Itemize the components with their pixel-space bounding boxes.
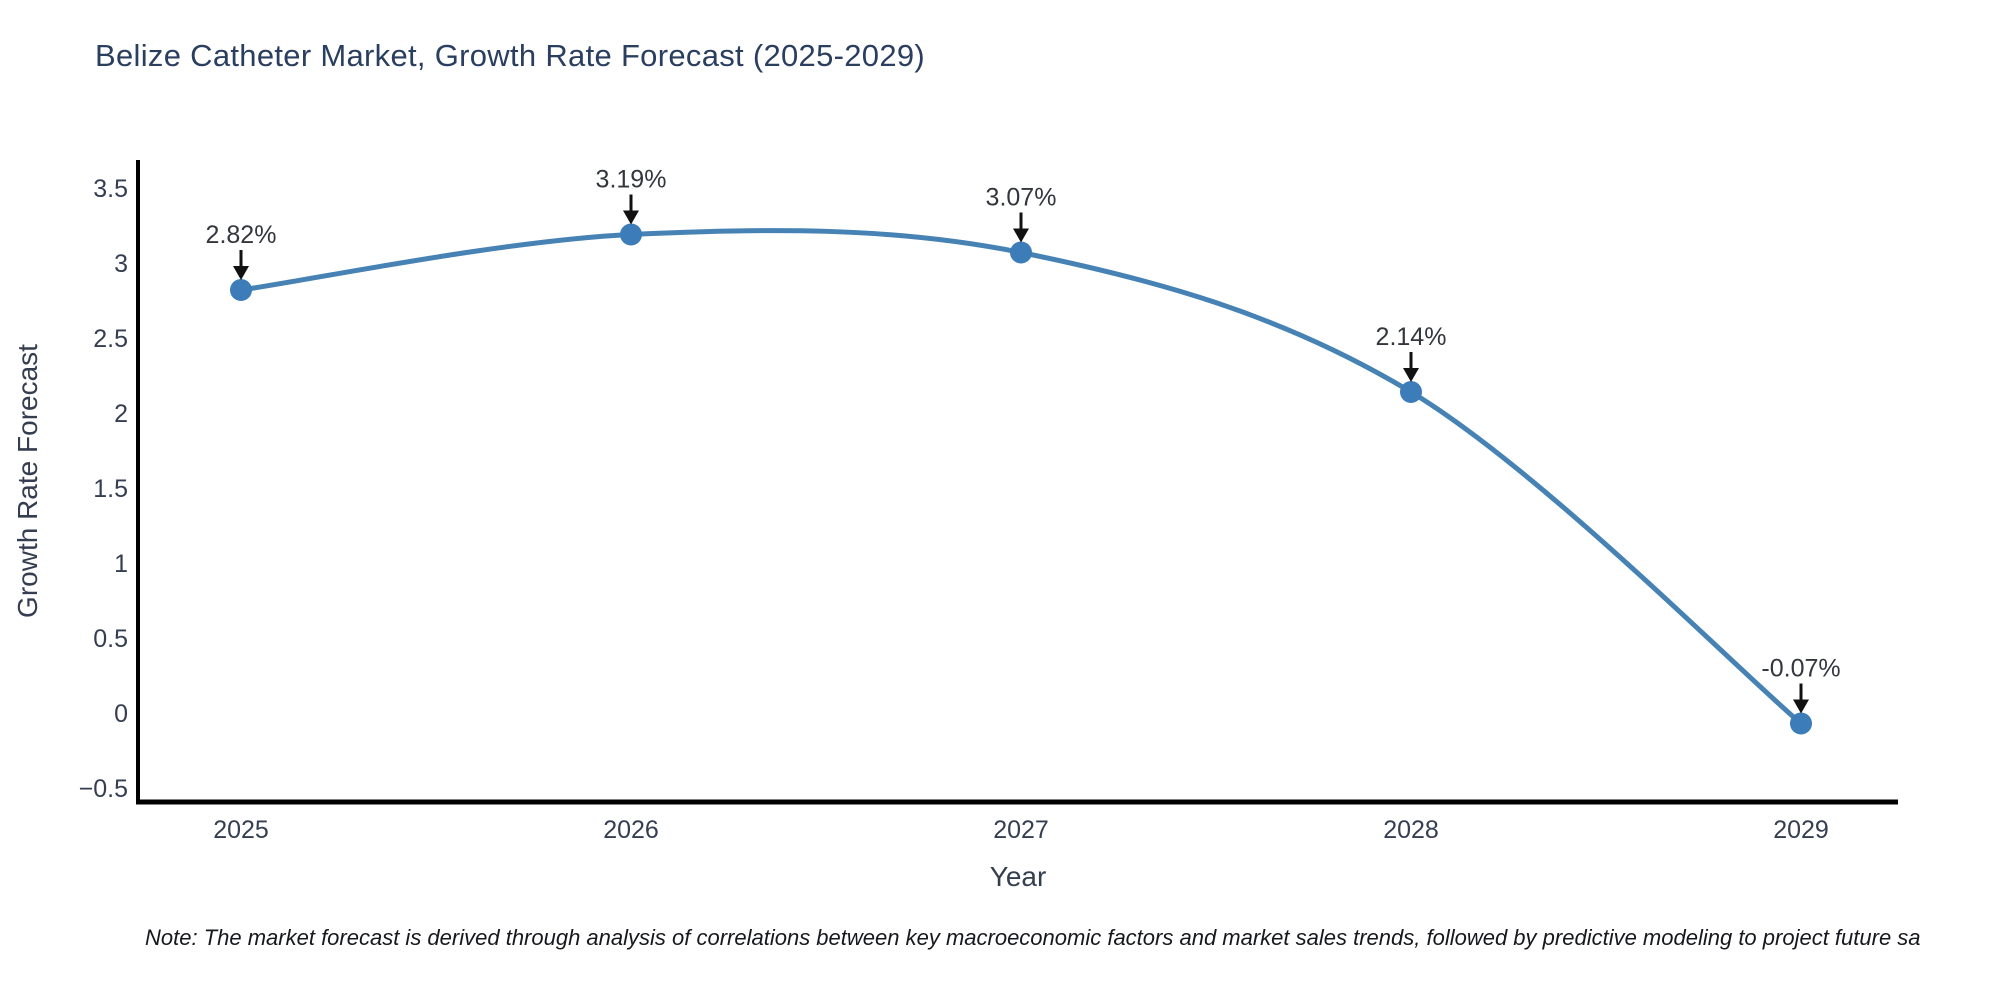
x-tick-label: 2027 [993, 816, 1049, 844]
y-tick-label: 3 [114, 250, 128, 278]
annotation-arrowhead-icon [1403, 368, 1419, 382]
annotation-arrowhead-icon [233, 266, 249, 280]
x-axis-title: Year [989, 861, 1047, 892]
annotation-arrowhead-icon [1013, 228, 1029, 243]
point-annotation: 3.07% [986, 184, 1057, 243]
data-point-marker[interactable] [1790, 712, 1812, 735]
y-tick-label: 2 [114, 400, 128, 428]
data-point-marker[interactable] [1400, 381, 1422, 403]
y-tick-label: −0.5 [79, 775, 128, 803]
y-tick-label: 1 [114, 550, 128, 578]
chart-title: Belize Catheter Market, Growth Rate Fore… [95, 38, 926, 73]
x-tick-label: 2029 [1773, 816, 1829, 844]
point-annotation: 2.82% [206, 221, 277, 280]
x-tick-label: 2025 [213, 816, 269, 844]
y-axis-tick-labels: 3.5 3 2.5 2 1.5 1 0.5 0 −0.5 [79, 175, 128, 803]
point-value-label: 2.82% [206, 221, 277, 249]
data-point-marker[interactable] [230, 279, 252, 301]
point-annotations: 2.82% 3.19% 3.07% 2.14% -0.07% [206, 166, 1841, 714]
point-annotation: 2.14% [1376, 323, 1447, 382]
y-tick-label: 1.5 [93, 475, 128, 503]
y-tick-label: 0.5 [93, 625, 128, 653]
x-tick-label: 2026 [603, 816, 659, 844]
y-tick-label: 3.5 [93, 175, 128, 203]
point-value-label: 3.07% [986, 184, 1057, 212]
data-point-marker[interactable] [1010, 241, 1032, 264]
series-line [238, 228, 1804, 726]
data-point-marker[interactable] [620, 223, 642, 246]
point-value-label: -0.07% [1761, 655, 1840, 683]
y-tick-label: 2.5 [93, 325, 128, 353]
point-value-label: 2.14% [1376, 323, 1447, 351]
annotation-arrowhead-icon [623, 210, 639, 225]
annotation-arrowhead-icon [1793, 699, 1809, 714]
y-tick-label: 0 [114, 700, 128, 728]
x-axis-tick-labels: 2025 2026 2027 2028 2029 [213, 816, 1829, 844]
point-annotation: 3.19% [596, 166, 667, 225]
footnote: Note: The market forecast is derived thr… [145, 925, 1921, 950]
point-annotation: -0.07% [1761, 655, 1841, 714]
point-value-label: 3.19% [596, 166, 667, 194]
x-tick-label: 2028 [1383, 816, 1439, 844]
data-point-markers [230, 223, 1812, 735]
